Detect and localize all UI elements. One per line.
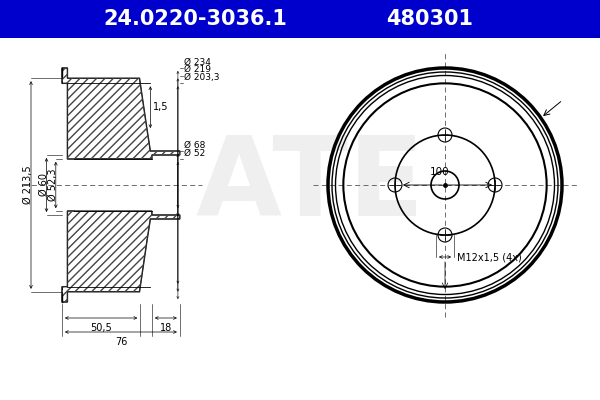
Text: 100: 100 <box>430 167 450 177</box>
Text: 24.0220-3036.1: 24.0220-3036.1 <box>103 9 287 29</box>
Bar <box>0 0 600 38</box>
Text: ATE: ATE <box>196 132 425 238</box>
Text: Ø 52,3: Ø 52,3 <box>48 169 58 201</box>
Text: Ø 203,3: Ø 203,3 <box>184 73 220 82</box>
Text: Ø 234: Ø 234 <box>184 58 211 66</box>
Text: M12x1,5 (4x): M12x1,5 (4x) <box>457 252 522 262</box>
Polygon shape <box>62 211 180 302</box>
Text: Ø 60: Ø 60 <box>38 174 49 196</box>
Polygon shape <box>62 68 180 159</box>
Text: Ø 68: Ø 68 <box>184 140 205 150</box>
Text: Ø 219: Ø 219 <box>184 65 211 74</box>
Text: 76: 76 <box>115 337 127 347</box>
Text: 480301: 480301 <box>386 9 473 29</box>
Text: 50,5: 50,5 <box>90 323 112 333</box>
Text: 18: 18 <box>160 323 172 333</box>
Text: Ø 213,5: Ø 213,5 <box>23 166 33 204</box>
Text: Ø 52: Ø 52 <box>184 148 205 158</box>
Text: 1,5: 1,5 <box>154 102 169 112</box>
